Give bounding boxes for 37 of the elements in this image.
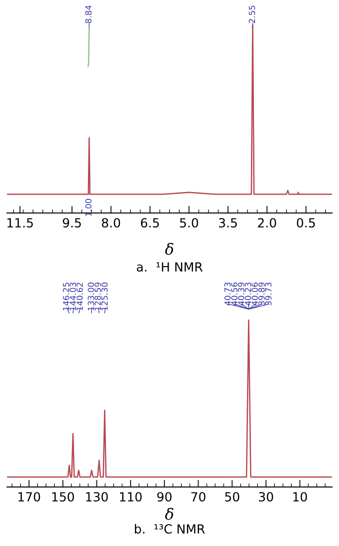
annotation: 40.39 — [238, 282, 244, 306]
annotation: 125.30 — [101, 282, 108, 310]
annotation: 39.89 — [258, 282, 265, 306]
x-tick-label: 70 — [191, 492, 206, 502]
annotation: 40.56 — [231, 282, 238, 306]
x-tick-label: 10 — [293, 492, 307, 502]
text: b. ¹³C NMR — [134, 524, 205, 534]
annotation: 2.55 — [248, 6, 256, 23]
x-tick-label: 110 — [120, 492, 142, 502]
annotation: 146.25 — [62, 282, 70, 310]
annotation: 144.03 — [70, 282, 76, 310]
x-tick-label: 11.5 — [7, 218, 33, 228]
x-tick-label: 170 — [18, 492, 40, 502]
x-tick-label: 3.5 — [219, 218, 237, 228]
annotation: 128.59 — [94, 282, 101, 310]
x-axis-title: δ — [165, 242, 174, 255]
x-tick-label: 130 — [86, 492, 108, 502]
x-tick-label: 150 — [52, 492, 74, 502]
annotation: 8.84 — [85, 5, 92, 23]
x-tick-label: 0.5 — [296, 218, 315, 228]
annotation: 40.06 — [252, 282, 258, 306]
x-tick-label: 50 — [225, 492, 240, 502]
text: a. ¹H NMR — [136, 262, 203, 272]
annotation: 140.62 — [76, 282, 83, 310]
x-tick-label: 30 — [258, 492, 274, 502]
annotation: 133.00 — [88, 282, 94, 310]
annotation: 39.73 — [265, 282, 272, 306]
x-tick-label: 90 — [157, 492, 172, 502]
x-tick-label: 2.0 — [258, 218, 276, 228]
x-tick-label: 6.5 — [140, 218, 159, 228]
x-axis-title: δ — [165, 508, 174, 520]
annotation: 40.23 — [244, 282, 252, 306]
annotation: 1.00 — [85, 198, 92, 216]
x-tick-label: 8.0 — [102, 218, 120, 228]
x-tick-label: 9.5 — [62, 218, 81, 228]
annotation: 40.73 — [224, 282, 231, 306]
x-tick-label: 5.0 — [180, 218, 198, 228]
